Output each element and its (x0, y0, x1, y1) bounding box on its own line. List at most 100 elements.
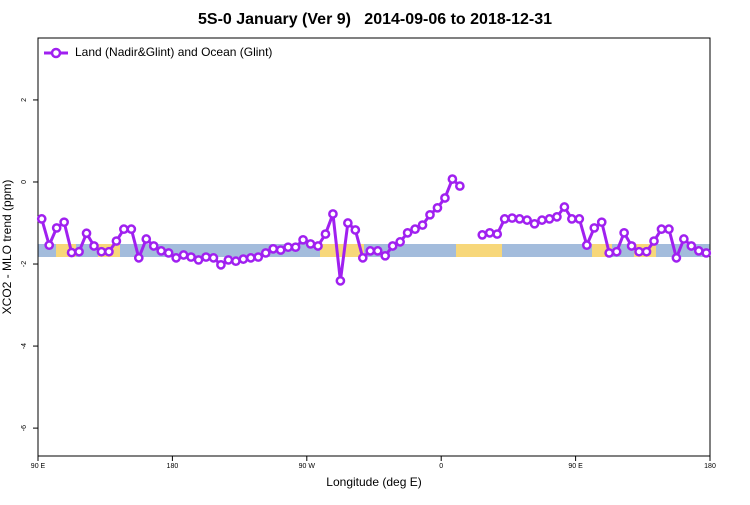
point (350, 225, 361, 235)
point (544, 214, 555, 224)
point (425, 209, 435, 220)
point (455, 181, 465, 191)
x-tick-label: 90 W (299, 463, 316, 470)
point (141, 234, 152, 244)
point (328, 209, 338, 219)
point (253, 252, 264, 262)
point (380, 250, 391, 261)
point (245, 253, 256, 263)
point (574, 214, 585, 224)
y-axis-label: XCO2 - MLO trend (ppm) (0, 180, 14, 315)
point (111, 236, 122, 246)
point (81, 228, 92, 239)
point (320, 229, 331, 239)
point (357, 253, 368, 263)
point (268, 243, 279, 254)
point (260, 248, 271, 258)
point (186, 252, 196, 262)
point (372, 246, 383, 256)
point (231, 256, 241, 267)
point (44, 240, 55, 251)
point (275, 245, 286, 255)
point (74, 246, 84, 257)
point (148, 241, 159, 251)
point (619, 227, 629, 238)
point (343, 218, 353, 228)
point (201, 252, 211, 262)
point (559, 202, 570, 212)
point (589, 223, 600, 233)
point (313, 241, 323, 251)
point (283, 242, 293, 253)
point (298, 234, 308, 245)
point (216, 259, 226, 270)
point (649, 236, 659, 246)
point (626, 241, 637, 251)
point (514, 214, 525, 224)
point (440, 193, 450, 203)
point (432, 202, 443, 213)
y-tick-label: -2 (21, 261, 28, 267)
point (59, 217, 69, 228)
point (417, 220, 428, 230)
point (395, 237, 405, 247)
point (410, 224, 420, 235)
point (492, 229, 503, 239)
y-tick-label: 0 (21, 180, 28, 184)
x-tick-label: 0 (439, 463, 443, 470)
x-axis-label: Longitude (deg E) (326, 475, 421, 489)
y-tick-label: 2 (21, 98, 28, 102)
point (537, 215, 547, 225)
point (611, 246, 622, 257)
point (484, 227, 495, 238)
point (223, 255, 234, 265)
plot-frame (37, 37, 711, 457)
point (522, 215, 532, 225)
point (104, 246, 114, 257)
point (193, 255, 204, 265)
point (664, 224, 674, 235)
point (693, 246, 704, 256)
point (163, 248, 174, 258)
point (634, 246, 644, 257)
x-tick-label: 90 E (31, 463, 46, 470)
x-tick-label: 180 (167, 463, 179, 470)
point (402, 227, 413, 238)
point (567, 214, 577, 224)
point (365, 246, 376, 256)
point (66, 247, 77, 258)
point (604, 248, 615, 258)
point (208, 253, 219, 263)
point (447, 174, 458, 184)
point (499, 214, 510, 224)
legend-label: Land (Nadir&Glint) and Ocean (Glint) (75, 45, 272, 59)
land-strip (320, 244, 364, 257)
point (171, 253, 181, 263)
point (126, 224, 137, 235)
point (477, 230, 488, 240)
point (671, 253, 682, 263)
point (335, 275, 346, 286)
y-tick-label: -6 (21, 425, 28, 431)
point (656, 224, 667, 235)
point (596, 217, 607, 228)
x-tick-label: 180 (704, 463, 716, 470)
y-tick-label: -4 (21, 343, 28, 349)
point (641, 246, 652, 257)
point (133, 253, 144, 263)
point (529, 218, 540, 229)
point (290, 242, 301, 253)
chart-title: 5S-0 January (Ver 9) 2014-09-06 to 2018-… (198, 11, 552, 28)
point (701, 248, 712, 258)
point (552, 211, 562, 222)
point (686, 241, 697, 251)
point (305, 239, 316, 249)
point (387, 241, 398, 251)
point (89, 241, 99, 251)
point (238, 254, 249, 264)
point (96, 246, 107, 257)
point (119, 224, 129, 235)
point (156, 246, 167, 256)
point (178, 250, 189, 260)
